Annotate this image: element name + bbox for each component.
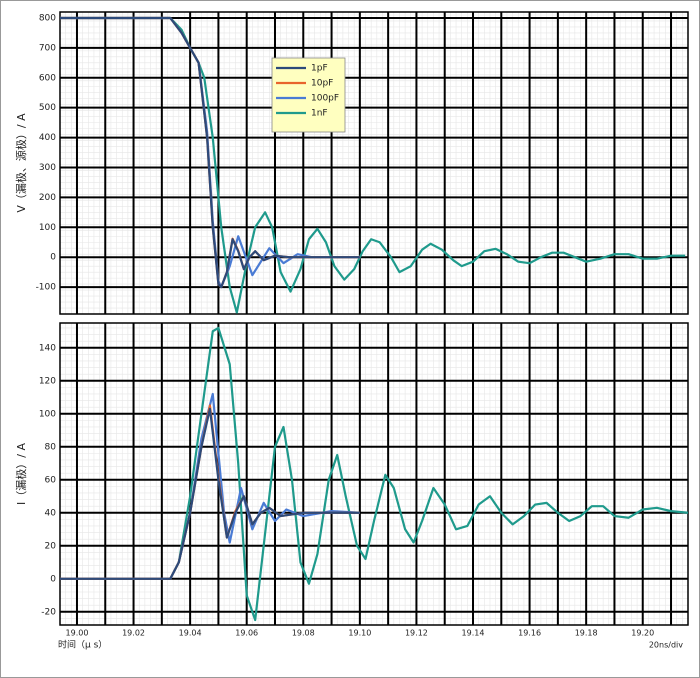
x-tick-label: 19.02 (122, 629, 145, 638)
legend-box (271, 57, 346, 133)
y-tick-label: 800 (39, 13, 56, 23)
series-line (60, 407, 360, 580)
y-tick-label: 700 (39, 43, 56, 53)
x-axis-label: 时间（μ s） (58, 639, 107, 651)
y-tick-label: 140 (39, 343, 56, 353)
y-tick-label: 300 (39, 163, 56, 173)
legend-label: 100pF (311, 94, 339, 104)
y-tick-label: 500 (39, 103, 56, 113)
x-tick-label: 19.04 (179, 629, 202, 638)
y-tick-label: 200 (39, 193, 56, 203)
y-tick-label: 40 (45, 508, 57, 518)
legend-label: 1pF (311, 64, 328, 74)
y-tick-label: 120 (39, 376, 56, 386)
annotation: 20ns/div (649, 641, 683, 650)
y-tick-label: 20 (45, 541, 57, 551)
y-tick-label: 0 (50, 574, 56, 584)
x-tick-label: 19.12 (405, 629, 428, 638)
x-tick-label: 19.16 (518, 629, 541, 638)
series-line (60, 16, 360, 289)
y-tick-label: 100 (39, 223, 56, 233)
legend-label: 10pF (311, 79, 333, 89)
series-line (60, 326, 688, 622)
x-tick-label: 19.20 (631, 629, 654, 638)
y-axis-label: V（漏极、源极）/ A (14, 113, 28, 213)
y-tick-label: 600 (39, 73, 56, 83)
x-tick-label: 19.00 (66, 629, 89, 638)
plot-border (59, 322, 689, 626)
x-tick-label: 19.14 (462, 629, 485, 638)
plot-border (59, 11, 689, 315)
x-tick-label: 19.18 (575, 629, 598, 638)
y-tick-label: -20 (41, 607, 56, 617)
legend-label: 1nF (311, 109, 328, 119)
y-tick-label: 60 (45, 475, 57, 485)
x-tick-label: 19.10 (348, 629, 371, 638)
y-tick-label: 400 (39, 133, 56, 143)
y-tick-label: 100 (39, 409, 56, 419)
y-axis-label: I（漏极）/ A (14, 443, 28, 505)
series-line (60, 16, 686, 314)
y-tick-label: 0 (50, 253, 56, 263)
y-tick-label: 80 (45, 442, 57, 452)
x-tick-label: 19.08 (292, 629, 315, 638)
x-tick-label: 19.06 (235, 629, 258, 638)
y-tick-label: -100 (36, 283, 57, 293)
